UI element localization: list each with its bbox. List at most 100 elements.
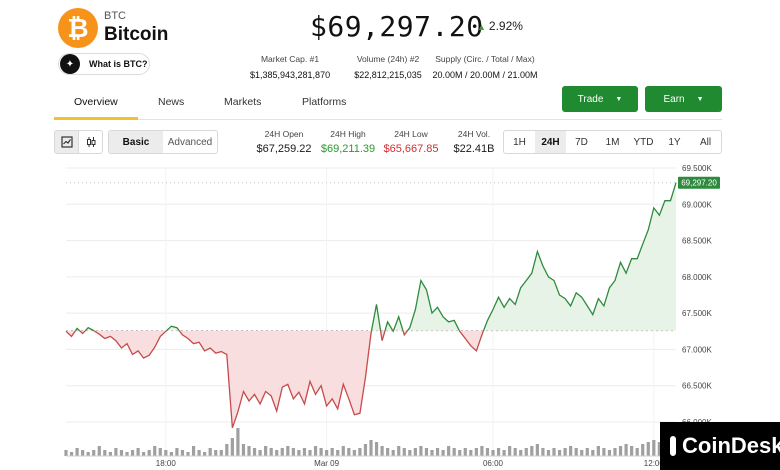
volume-bar — [191, 446, 196, 456]
tab-markets[interactable]: Markets — [224, 96, 262, 108]
volume-bar — [524, 448, 528, 456]
what-is-btc-label: What is BTC? — [89, 59, 148, 69]
volume-bar — [175, 448, 179, 456]
volume-bar — [580, 450, 584, 456]
volume-bar — [646, 442, 650, 456]
volume-bar — [64, 450, 68, 456]
volume-bar — [546, 450, 551, 456]
sparkle-icon: ✦ — [60, 54, 80, 74]
volume-bar — [386, 448, 390, 456]
mode-advanced[interactable]: Advanced — [167, 136, 213, 148]
volume-bar — [164, 450, 168, 456]
low-stat: 24H Low $65,667.85 — [380, 129, 442, 155]
volume-bar — [81, 450, 85, 456]
x-tick-label: 12:00 — [644, 459, 665, 468]
what-is-btc-button[interactable]: ✦ What is BTC? — [58, 53, 150, 75]
volume-bar — [336, 450, 340, 456]
price-change: ▲ 2.92% — [477, 19, 523, 33]
volume-bar — [358, 448, 362, 456]
trade-label: Trade — [577, 93, 604, 105]
volume-bar — [452, 448, 456, 456]
volume-bar — [424, 448, 429, 456]
high-label: 24H High — [330, 129, 366, 139]
volume-24h-stat: 24H Vol. $22.41B — [446, 129, 502, 155]
volume-bar — [408, 450, 412, 456]
volume-bar — [502, 450, 506, 456]
volume-bar — [286, 446, 290, 456]
volume-bar — [435, 448, 440, 456]
main-tabs: Overview News Markets Platforms — [54, 88, 722, 120]
high-stat: 24H High $69,211.39 — [317, 129, 379, 155]
volume-bar — [297, 450, 301, 456]
volume-bar — [308, 450, 312, 456]
tab-platforms[interactable]: Platforms — [302, 96, 347, 108]
volume-bar — [247, 446, 251, 456]
volume-bar — [75, 448, 79, 456]
y-tick-label: 68.500K — [682, 237, 712, 246]
low-label: 24H Low — [394, 129, 428, 139]
market-cap-stat: Market Cap. #1 $1,385,943,281,870 — [250, 54, 330, 80]
range-1y[interactable]: 1Y — [668, 136, 681, 148]
coindesk-logo-icon — [670, 436, 676, 456]
range-1h[interactable]: 1H — [513, 136, 526, 148]
open-value: $67,259.22 — [256, 143, 312, 155]
volume-bar — [291, 448, 295, 456]
tab-news[interactable]: News — [158, 96, 185, 108]
asset-name: Bitcoin — [104, 24, 169, 45]
volume-bar — [607, 450, 612, 456]
volume-bar — [613, 448, 617, 456]
volume-bar — [319, 448, 323, 456]
volume-bar — [635, 448, 639, 456]
volume-bar — [142, 452, 146, 456]
volume-label: Volume (24h) #2 — [356, 54, 420, 64]
range-1m[interactable]: 1M — [605, 136, 620, 148]
volume-bar — [275, 450, 279, 456]
supply-label: Supply (Circ. / Total / Max) — [435, 54, 535, 64]
volume-bar — [413, 448, 417, 456]
y-tick-label: 69.500K — [682, 164, 712, 173]
volume-bar — [114, 448, 118, 456]
range-24h[interactable]: 24H — [535, 131, 566, 153]
current-price-tag-label: 69,297.20 — [681, 179, 717, 188]
candlestick-icon[interactable] — [78, 130, 103, 154]
volume-bar — [330, 448, 334, 456]
volume-bar — [530, 446, 534, 456]
volume-bar — [158, 448, 162, 456]
volume-bar — [341, 446, 345, 456]
volume-bar — [119, 450, 124, 456]
coindesk-watermark: CoinDesk — [660, 422, 780, 470]
volume-bar — [169, 452, 173, 456]
y-tick-label: 69.000K — [682, 200, 712, 209]
volume-bar — [369, 440, 373, 456]
mode-basic[interactable]: Basic — [109, 131, 163, 153]
chart-mode-toggle: Basic Advanced — [108, 130, 218, 154]
volume-bar — [230, 438, 234, 456]
volume-bar — [97, 446, 101, 456]
volume-bar — [641, 444, 645, 456]
gain-area — [75, 182, 676, 331]
range-all[interactable]: All — [699, 136, 712, 148]
y-tick-label: 66.500K — [682, 382, 712, 391]
range-7d[interactable]: 7D — [575, 136, 588, 148]
volume-bar — [92, 450, 96, 456]
earn-button[interactable]: Earn ▼ — [645, 86, 722, 112]
earn-label: Earn — [663, 93, 685, 105]
volume-bar — [508, 446, 512, 456]
trade-button[interactable]: Trade ▼ — [562, 86, 638, 112]
volume-bar — [618, 446, 623, 456]
price-chart[interactable]: 69.500K 69.000K 68.500K 68.000K 67.500K 67.00… — [0, 160, 780, 470]
volume-bar — [103, 450, 107, 456]
vol-value: $22.41B — [453, 143, 495, 155]
volume-bar — [125, 452, 129, 456]
chevron-down-icon: ▼ — [696, 95, 704, 103]
volume-bar — [302, 448, 307, 456]
active-tab-indicator — [54, 117, 138, 120]
market-cap-label: Market Cap. #1 — [260, 54, 320, 64]
volume-bar — [236, 428, 240, 456]
volume-bar — [574, 448, 578, 456]
range-ytd[interactable]: YTD — [633, 136, 654, 148]
volume-bar — [186, 452, 190, 456]
tab-overview[interactable]: Overview — [74, 96, 118, 108]
line-chart-icon[interactable] — [54, 130, 79, 154]
volume-bar — [136, 448, 140, 456]
